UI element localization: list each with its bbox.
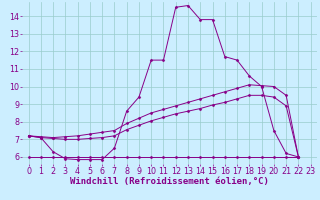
X-axis label: Windchill (Refroidissement éolien,°C): Windchill (Refroidissement éolien,°C) <box>70 177 269 186</box>
